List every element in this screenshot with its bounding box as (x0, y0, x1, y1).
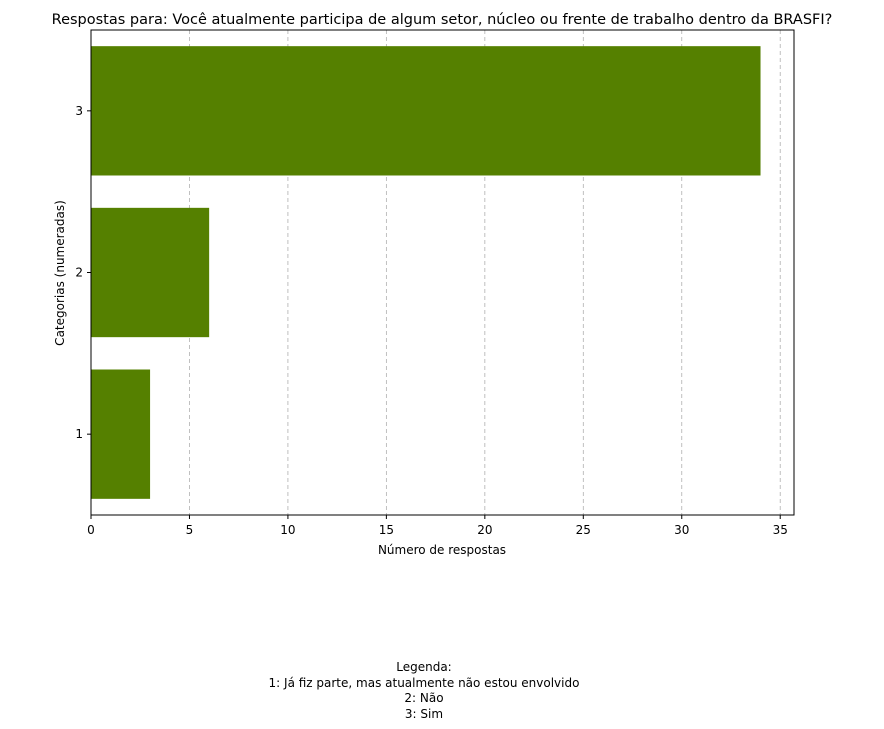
bars (91, 46, 761, 499)
y-tick-label: 2 (75, 266, 83, 280)
y-tick-label: 3 (75, 104, 83, 118)
bar-chart: 0 5 10 15 20 25 30 35 1 2 3 Respostas para: Você … (52, 12, 833, 557)
x-tick-label: 35 (773, 523, 788, 537)
category-legend: Legenda: 1: Já fiz parte, mas atualmente… (0, 660, 848, 722)
x-tick-label: 20 (477, 523, 492, 537)
legend-heading: Legenda: (396, 660, 452, 674)
x-tick-label: 25 (576, 523, 591, 537)
x-tick-label: 30 (674, 523, 689, 537)
legend-item: 1: Já fiz parte, mas atualmente não esto… (268, 675, 580, 690)
x-axis-ticks: 0 5 10 15 20 25 30 35 (87, 515, 788, 537)
x-tick-label: 0 (87, 523, 95, 537)
legend-item: 3: Sim (404, 706, 444, 721)
bar-category-1 (91, 369, 151, 499)
legend-item: 2: Não (404, 691, 444, 705)
x-tick-label: 5 (186, 523, 194, 537)
y-tick-label: 1 (75, 427, 83, 441)
y-axis-ticks: 1 2 3 (75, 104, 91, 441)
bar-category-3 (91, 46, 761, 176)
chart-title: Respostas para: Você atualmente particip… (52, 12, 833, 28)
x-tick-label: 10 (280, 523, 295, 537)
y-axis-label: Categorias (numeradas) (53, 200, 67, 346)
x-tick-label: 15 (379, 523, 394, 537)
bar-category-2 (91, 207, 210, 338)
x-axis-label: Número de respostas (378, 543, 506, 557)
